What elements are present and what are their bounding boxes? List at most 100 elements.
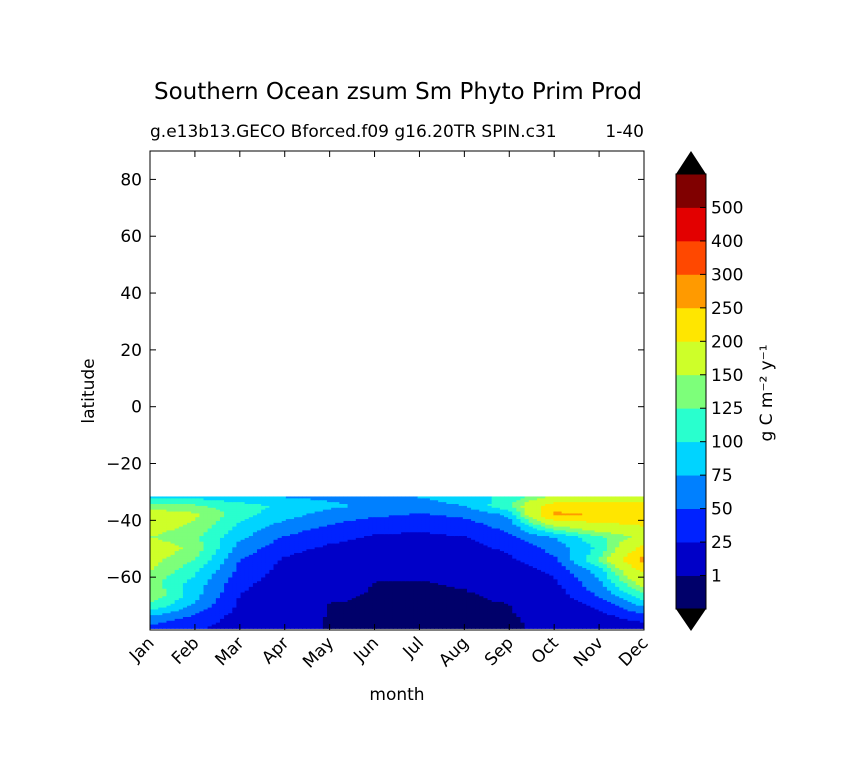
contour-cell — [359, 536, 365, 539]
contour-cell — [236, 500, 242, 503]
contour-cell — [203, 600, 209, 603]
contour-cell — [310, 609, 316, 612]
contour-cell — [265, 526, 270, 530]
contour-cell — [257, 615, 262, 618]
contour-cell — [434, 581, 439, 584]
contour-cell — [343, 536, 349, 539]
contour-cell — [265, 560, 270, 563]
contour-cell — [191, 511, 196, 515]
contour-cell — [302, 537, 308, 541]
contour-cell — [195, 556, 200, 560]
contour-cell — [228, 543, 233, 547]
contour-cell — [359, 609, 365, 612]
contour-cell — [401, 513, 406, 516]
contour-cell — [182, 613, 188, 616]
contour-cell — [154, 575, 159, 579]
contour-cell — [368, 579, 373, 582]
contour-cell — [347, 502, 353, 505]
contour-cell — [351, 507, 357, 511]
contour-cell — [269, 590, 275, 594]
contour-cell — [438, 617, 443, 620]
contour-cell — [211, 571, 217, 575]
contour-cell — [298, 611, 303, 614]
contour-cell — [372, 568, 378, 571]
contour-cell — [232, 588, 238, 592]
contour-cell — [392, 566, 398, 569]
contour-cell — [438, 583, 443, 586]
contour-cell — [438, 579, 443, 582]
contour-cell — [339, 547, 345, 550]
contour-cell — [314, 534, 320, 537]
contour-cell — [224, 590, 229, 594]
contour-cell — [380, 551, 386, 554]
contour-cell — [368, 519, 373, 522]
contour-cell — [228, 571, 233, 575]
contour-cell — [187, 573, 192, 577]
contour-cell — [372, 532, 378, 535]
contour-cell — [211, 575, 217, 579]
contour-cell — [261, 515, 266, 518]
contour-cell — [269, 622, 275, 626]
contour-cell — [335, 588, 340, 592]
contour-cell — [429, 577, 435, 580]
contour-cell — [211, 560, 217, 563]
contour-cell — [322, 515, 328, 518]
contour-cell — [347, 551, 353, 554]
contour-cell — [421, 513, 427, 516]
contour-cell — [355, 609, 361, 612]
contour-cell — [421, 609, 427, 612]
contour-cell — [298, 575, 303, 579]
contour-cell — [409, 609, 415, 612]
contour-cell — [174, 618, 180, 622]
contour-cell — [219, 586, 225, 590]
contour-cell — [150, 598, 155, 601]
contour-cell — [236, 547, 242, 550]
contour-cell — [294, 549, 299, 552]
contour-cell — [170, 539, 176, 543]
contour-cell — [289, 618, 295, 622]
contour-cell — [182, 571, 188, 575]
contour-cell — [166, 549, 172, 552]
contour-cell — [257, 618, 262, 622]
contour-cell — [158, 526, 163, 530]
contour-cell — [417, 615, 423, 618]
contour-cell — [294, 496, 299, 499]
contour-cell — [388, 532, 394, 535]
contour-cell — [211, 541, 217, 545]
contour-cell — [273, 528, 279, 531]
contour-cell — [409, 617, 415, 620]
contour-cell — [191, 541, 196, 545]
contour-cell — [397, 622, 402, 626]
contour-cell — [281, 564, 287, 567]
contour-cell — [306, 539, 312, 543]
contour-cell — [425, 607, 431, 611]
contour-cell — [429, 579, 435, 582]
contour-cell — [388, 547, 394, 550]
contour-cell — [232, 502, 238, 505]
contour-cell — [203, 615, 209, 618]
contour-cell — [285, 579, 291, 582]
contour-cell — [244, 537, 250, 541]
contour-cell — [207, 541, 213, 545]
contour-cell — [265, 624, 270, 628]
contour-cell — [294, 539, 299, 543]
contour-cell — [219, 588, 225, 592]
contour-cell — [438, 568, 443, 571]
contour-cell — [236, 598, 242, 601]
contour-cell — [207, 532, 213, 535]
contour-cell — [318, 590, 324, 594]
contour-cell — [347, 519, 353, 522]
contour-cell — [199, 545, 205, 548]
contour-cell — [281, 624, 287, 628]
contour-cell — [195, 505, 200, 509]
contour-cell — [327, 618, 332, 622]
contour-cell — [261, 551, 266, 554]
contour-cell — [281, 543, 287, 547]
contour-cell — [347, 556, 353, 560]
contour-cell — [409, 545, 415, 548]
contour-cell — [343, 498, 349, 501]
contour-cell — [364, 607, 369, 611]
contour-cell — [285, 558, 291, 562]
contour-cell — [232, 596, 238, 599]
contour-cell — [252, 613, 258, 616]
